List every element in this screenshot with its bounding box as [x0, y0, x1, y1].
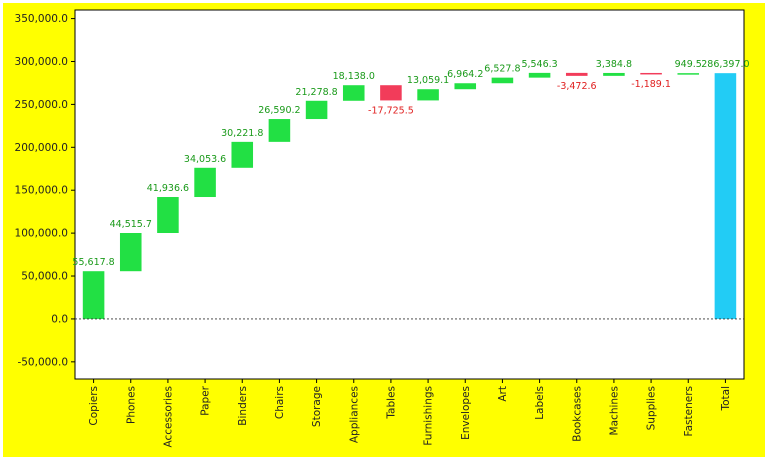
data-label: 6,964.2 — [447, 69, 483, 80]
increase-bar — [82, 271, 105, 319]
y-tick-label: -50,000.0 — [17, 356, 68, 368]
x-tick-label: Supplies — [646, 386, 658, 430]
data-label: 6,527.8 — [484, 64, 520, 75]
x-tick-label: Tables — [385, 386, 397, 420]
data-label: 18,138.0 — [333, 71, 375, 82]
x-tick-label: Phones — [125, 386, 137, 424]
plot-area — [74, 9, 745, 380]
increase-bar — [491, 77, 514, 84]
data-label: 3,384.8 — [596, 59, 632, 70]
decrease-bar — [640, 72, 662, 75]
data-label: 30,221.8 — [221, 128, 263, 139]
increase-bar — [194, 167, 216, 198]
x-tick-label: Copiers — [88, 386, 100, 426]
x-tick-label: Total — [720, 386, 732, 412]
increase-bar — [342, 85, 365, 101]
y-tick-label: 100,000.0 — [15, 228, 68, 240]
x-tick-label: Furnishings — [423, 386, 435, 446]
increase-bar — [268, 119, 291, 142]
data-label: 949.5 — [675, 59, 702, 70]
x-tick-label: Paper — [200, 385, 212, 415]
x-tick-label: Fasteners — [683, 386, 695, 436]
increase-bar — [417, 89, 439, 101]
data-label: 26,590.2 — [258, 105, 300, 116]
increase-bar — [603, 72, 625, 76]
increase-bar — [677, 73, 700, 75]
data-label: -17,725.5 — [368, 105, 414, 116]
y-tick-label: 0.0 — [51, 313, 68, 325]
x-tick-label: Storage — [311, 386, 323, 427]
x-tick-label: Appliances — [348, 386, 360, 443]
data-label: 55,617.8 — [72, 257, 114, 268]
data-label: 41,936.6 — [147, 183, 189, 194]
data-label: -3,472.6 — [557, 81, 597, 92]
y-tick-label: 50,000.0 — [21, 271, 68, 283]
decrease-bar — [380, 85, 402, 101]
decrease-bar — [565, 72, 588, 76]
y-tick-label: 150,000.0 — [15, 185, 68, 197]
increase-bar — [454, 83, 477, 90]
data-label: 286,397.0 — [701, 59, 749, 70]
increase-bar — [305, 100, 328, 120]
data-label: 13,059.1 — [407, 75, 449, 86]
data-label: 5,546.3 — [521, 59, 557, 70]
data-label: 34,053.6 — [184, 154, 226, 165]
increase-bar — [528, 72, 551, 78]
y-axis: -50,000.0 0.0 50,000.0 100,000.0 150,000.0 20… — [15, 13, 75, 368]
x-tick-label: Machines — [608, 386, 620, 435]
x-tick-label: Chairs — [274, 386, 286, 419]
increase-bar — [157, 197, 179, 234]
data-labels-group: 55,617.8 44,515.7 41,936.6 34,053.6 30,221.8… — [72, 59, 749, 268]
x-axis: Copiers Phones Accessories Paper Binders Chai… — [88, 379, 732, 448]
data-label: -1,189.1 — [631, 79, 671, 90]
data-label: 44,515.7 — [110, 219, 152, 230]
y-tick-label: 300,000.0 — [15, 56, 68, 68]
bars-group — [82, 72, 737, 319]
x-tick-label: Art — [497, 386, 509, 402]
y-tick-label: 350,000.0 — [15, 13, 68, 25]
y-tick-label: 250,000.0 — [15, 99, 68, 111]
increase-bar — [119, 233, 142, 272]
x-tick-label: Labels — [534, 386, 546, 420]
x-tick-label: Accessories — [162, 386, 174, 448]
data-label: 21,278.8 — [295, 87, 337, 98]
total-bar — [714, 73, 737, 319]
y-tick-label: 200,000.0 — [15, 142, 68, 154]
increase-bar — [231, 141, 254, 168]
x-tick-label: Binders — [237, 386, 249, 426]
x-tick-label: Bookcases — [571, 386, 583, 442]
x-tick-label: Envelopes — [460, 386, 472, 440]
